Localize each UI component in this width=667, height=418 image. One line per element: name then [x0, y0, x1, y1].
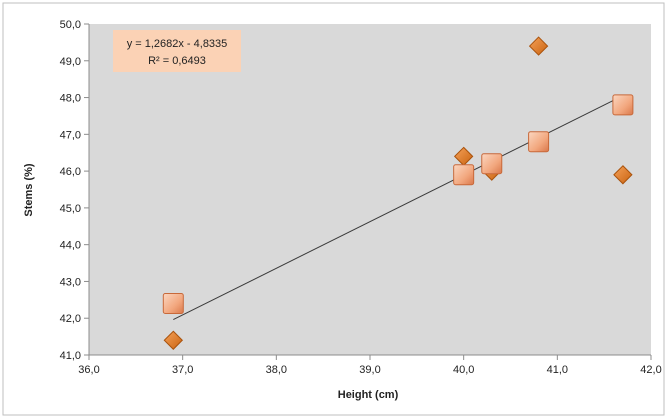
points-group: [162, 36, 634, 350]
square-marker: [162, 293, 184, 315]
x-tick-label: 41,0: [547, 364, 568, 376]
y-tick-label: 49,0: [60, 56, 81, 68]
square-marker: [481, 153, 503, 175]
y-tick-label: 45,0: [60, 203, 81, 215]
y-tick-label: 48,0: [60, 93, 81, 105]
diamond-marker: [528, 36, 549, 56]
y-tick-label: 46,0: [60, 166, 81, 178]
y-tick-label: 43,0: [60, 276, 81, 288]
x-tick-label: 42,0: [640, 364, 661, 376]
square-marker: [453, 164, 475, 186]
x-tick-label: 38,0: [266, 364, 287, 376]
x-tick-label: 37,0: [172, 364, 193, 376]
y-tick-label: 42,0: [60, 313, 81, 325]
x-axis-title: Height (cm): [338, 389, 399, 401]
x-tick-label: 40,0: [453, 364, 474, 376]
axes: 36,0 37,0 38,0 39,0 40,0 41,0 42,0 41,0 42,0 43,0…: [60, 19, 662, 376]
y-tick-label: 47,0: [60, 129, 81, 141]
equation-text: y = 1,2682x - 4,8335: [127, 38, 228, 50]
equation-box: [113, 30, 241, 72]
x-tick-label: 39,0: [359, 364, 380, 376]
diamond-marker: [163, 330, 184, 350]
square-marker: [528, 131, 550, 153]
r-squared-text: R² = 0,6493: [148, 55, 206, 67]
square-marker: [612, 94, 634, 116]
y-axis-title: Stems (%): [23, 163, 35, 217]
x-tick-label: 36,0: [78, 364, 99, 376]
equation-label: y = 1,2682x - 4,8335 R² = 0,6493: [113, 30, 241, 72]
y-tick-label: 44,0: [60, 240, 81, 252]
diamond-marker: [613, 165, 633, 185]
y-tick-label: 50,0: [60, 19, 81, 31]
y-tick-label: 41,0: [60, 350, 81, 362]
